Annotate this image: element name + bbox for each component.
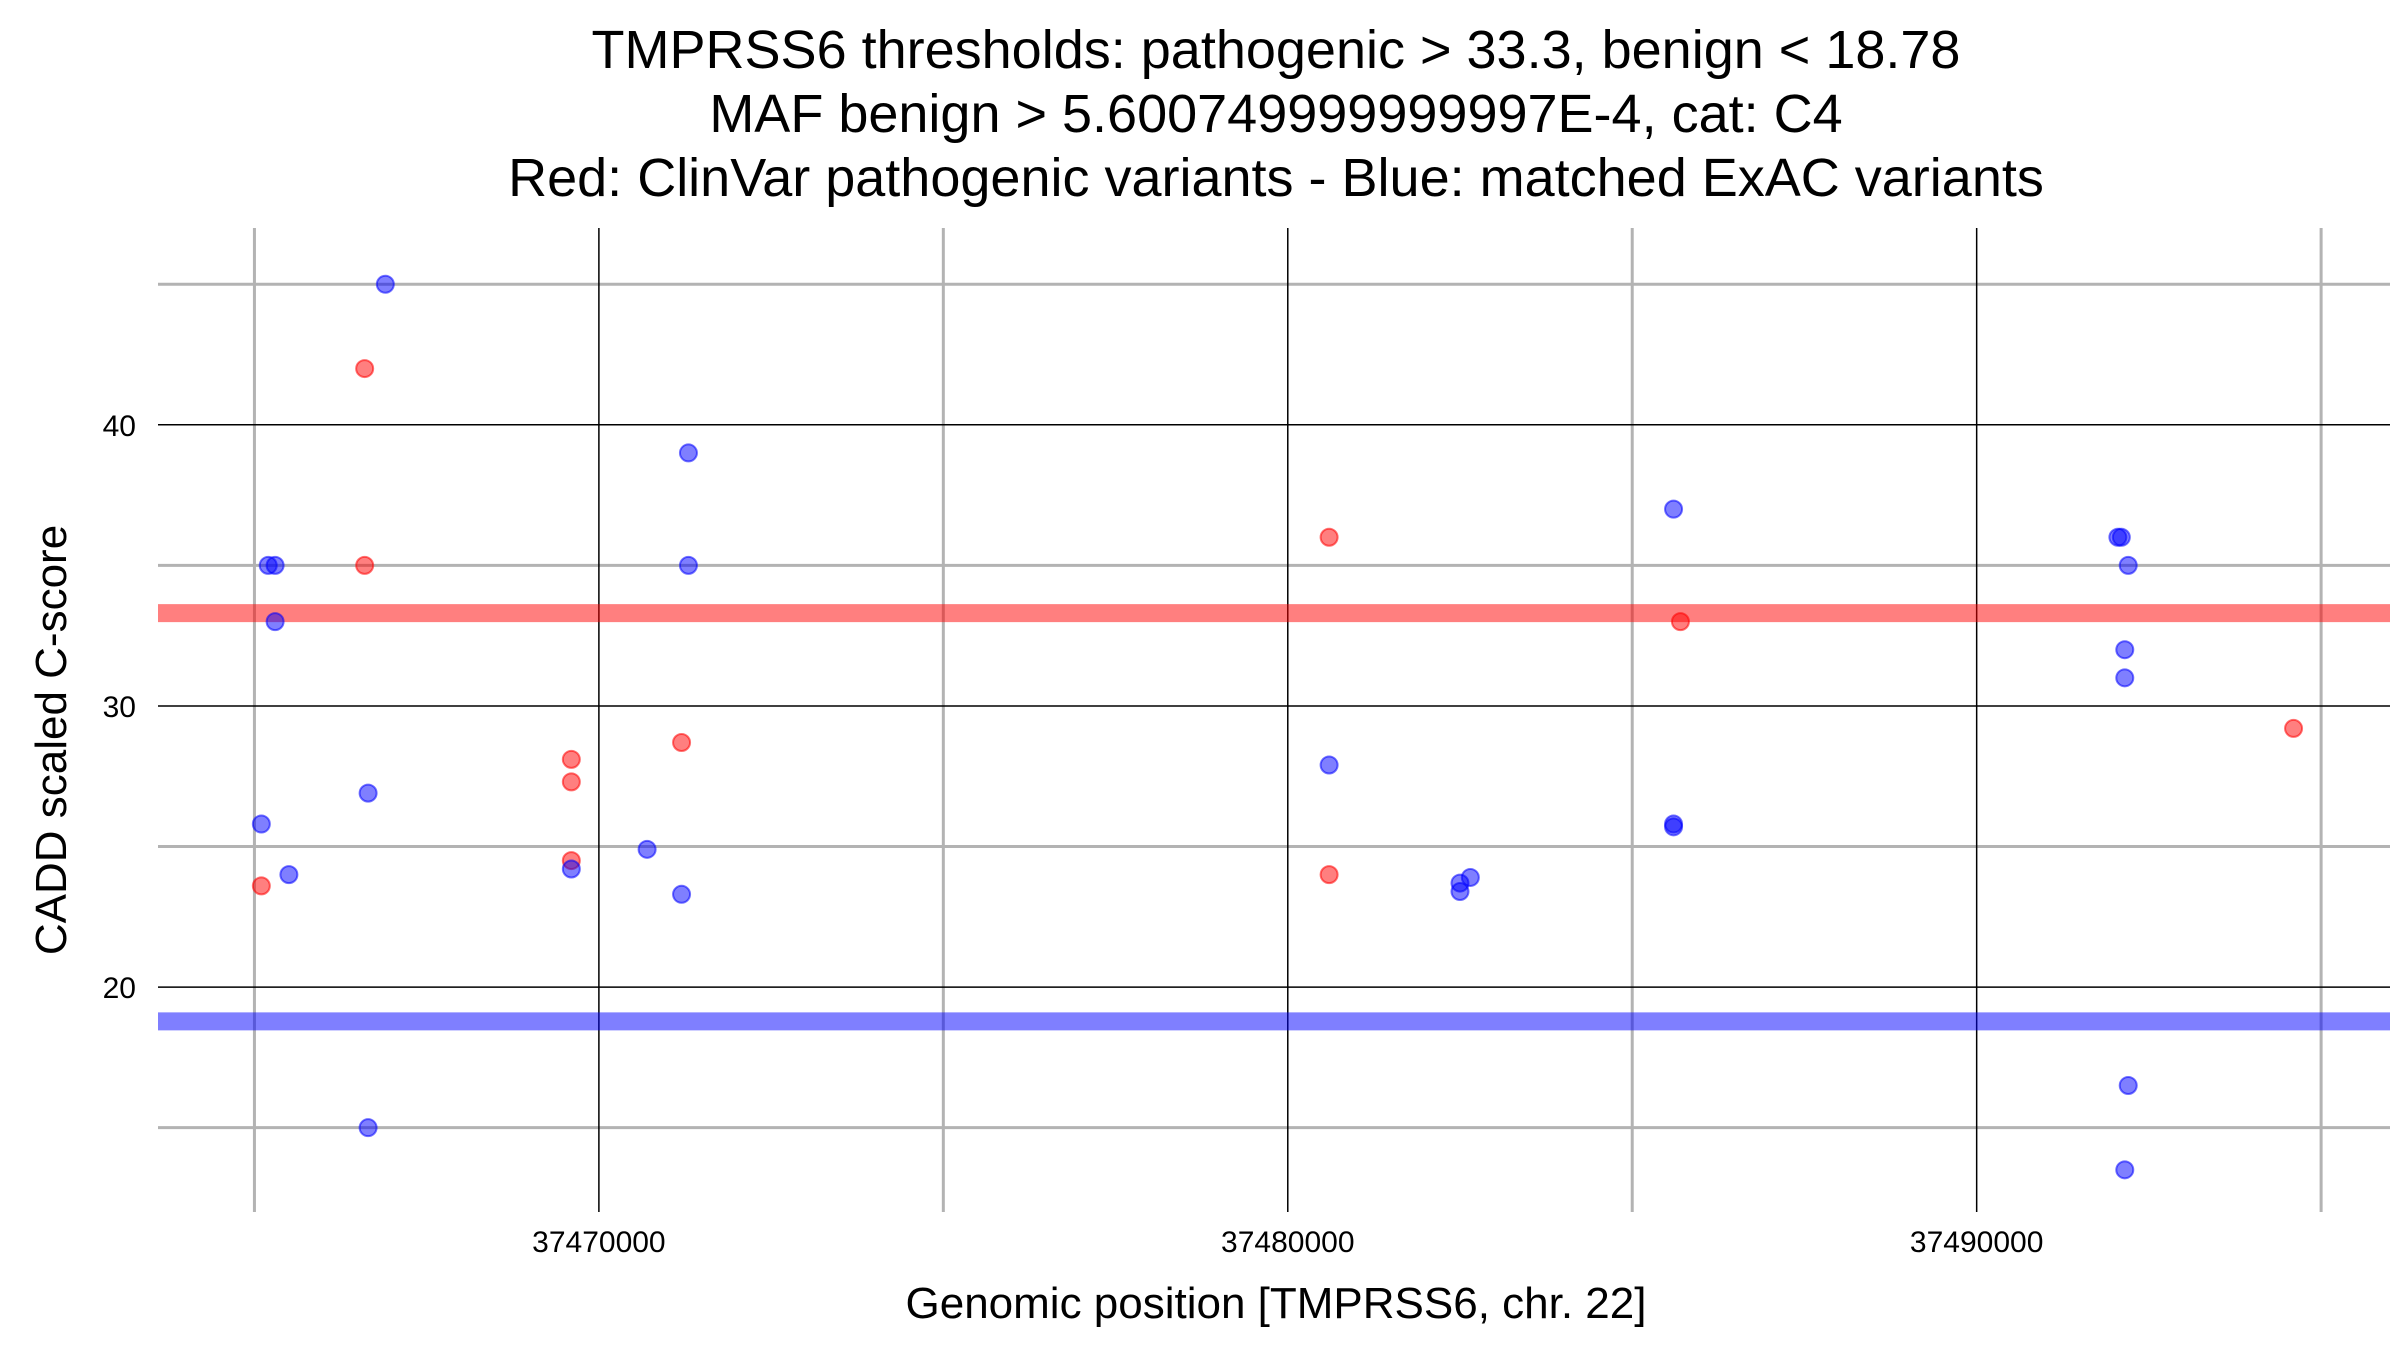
y-tick-label-0: 20 bbox=[103, 972, 136, 1005]
exac-matched-point-4 bbox=[251, 814, 271, 834]
clinvar-pathogenic-point-7 bbox=[1319, 527, 1339, 547]
x-tick-label-0: 37470000 bbox=[532, 1226, 665, 1259]
exac-matched-point-16 bbox=[1460, 867, 1480, 887]
exac-matched-point-5 bbox=[279, 865, 299, 885]
grid bbox=[158, 228, 2390, 1212]
clinvar-pathogenic-point-1 bbox=[355, 555, 375, 575]
exac-matched-point-7 bbox=[358, 1118, 378, 1138]
exac-matched-point-8 bbox=[561, 859, 581, 879]
clinvar-pathogenic-point-3 bbox=[561, 749, 581, 769]
x-axis-tick-labels: 37470000 37480000 37490000 bbox=[532, 1226, 2043, 1259]
chart-title-line-2: MAF benign > 5.600749999999997E-4, cat: … bbox=[709, 84, 1842, 144]
y-axis-label: CADD scaled C-score bbox=[27, 525, 76, 955]
exac-matched-point-15 bbox=[1450, 881, 1470, 901]
y-axis-tick-labels: 20 30 40 bbox=[103, 410, 136, 1005]
exac-matched-point-22 bbox=[2118, 555, 2138, 575]
clinvar-pathogenic-point-10 bbox=[2284, 718, 2304, 738]
clinvar-pathogenic-point-4 bbox=[561, 772, 581, 792]
exac-matched-point-2 bbox=[265, 555, 285, 575]
chart-title-line-3: Red: ClinVar pathogenic variants - Blue:… bbox=[508, 148, 2044, 208]
threshold-lines bbox=[158, 604, 2390, 1031]
exac-matched-point-6 bbox=[358, 783, 378, 803]
y-tick-label-1: 30 bbox=[103, 691, 136, 724]
exac-matched-point-10 bbox=[678, 443, 698, 463]
exac-matched-point-23 bbox=[2115, 640, 2135, 660]
data-points bbox=[251, 274, 2304, 1180]
exac-matched-point-3 bbox=[265, 612, 285, 632]
exac-matched-point-11 bbox=[678, 555, 698, 575]
exac-matched-point-24 bbox=[2115, 668, 2135, 688]
exac-matched-point-0 bbox=[375, 274, 395, 294]
clinvar-pathogenic-point-6 bbox=[672, 732, 692, 752]
exac-matched-point-13 bbox=[1319, 755, 1339, 775]
clinvar-pathogenic-point-8 bbox=[1319, 865, 1339, 885]
y-tick-label-2: 40 bbox=[103, 410, 136, 443]
exac-matched-point-19 bbox=[1664, 817, 1684, 837]
x-axis-label: Genomic position [TMPRSS6, chr. 22] bbox=[906, 1279, 1647, 1328]
exac-matched-point-26 bbox=[2115, 1160, 2135, 1180]
clinvar-pathogenic-point-2 bbox=[251, 876, 271, 896]
x-tick-label-1: 37480000 bbox=[1221, 1226, 1354, 1259]
exac-matched-point-17 bbox=[1664, 499, 1684, 519]
exac-matched-point-25 bbox=[2118, 1075, 2138, 1095]
chart-title: TMPRSS6 thresholds: pathogenic > 33.3, b… bbox=[508, 20, 2044, 208]
exac-matched-point-21 bbox=[2111, 527, 2131, 547]
clinvar-pathogenic-point-9 bbox=[1670, 612, 1690, 632]
x-tick-label-2: 37490000 bbox=[1910, 1226, 2043, 1259]
exac-matched-point-12 bbox=[672, 884, 692, 904]
exac-matched-point-9 bbox=[637, 839, 657, 859]
clinvar-pathogenic-point-0 bbox=[355, 359, 375, 379]
chart-title-line-1: TMPRSS6 thresholds: pathogenic > 33.3, b… bbox=[592, 20, 1961, 80]
